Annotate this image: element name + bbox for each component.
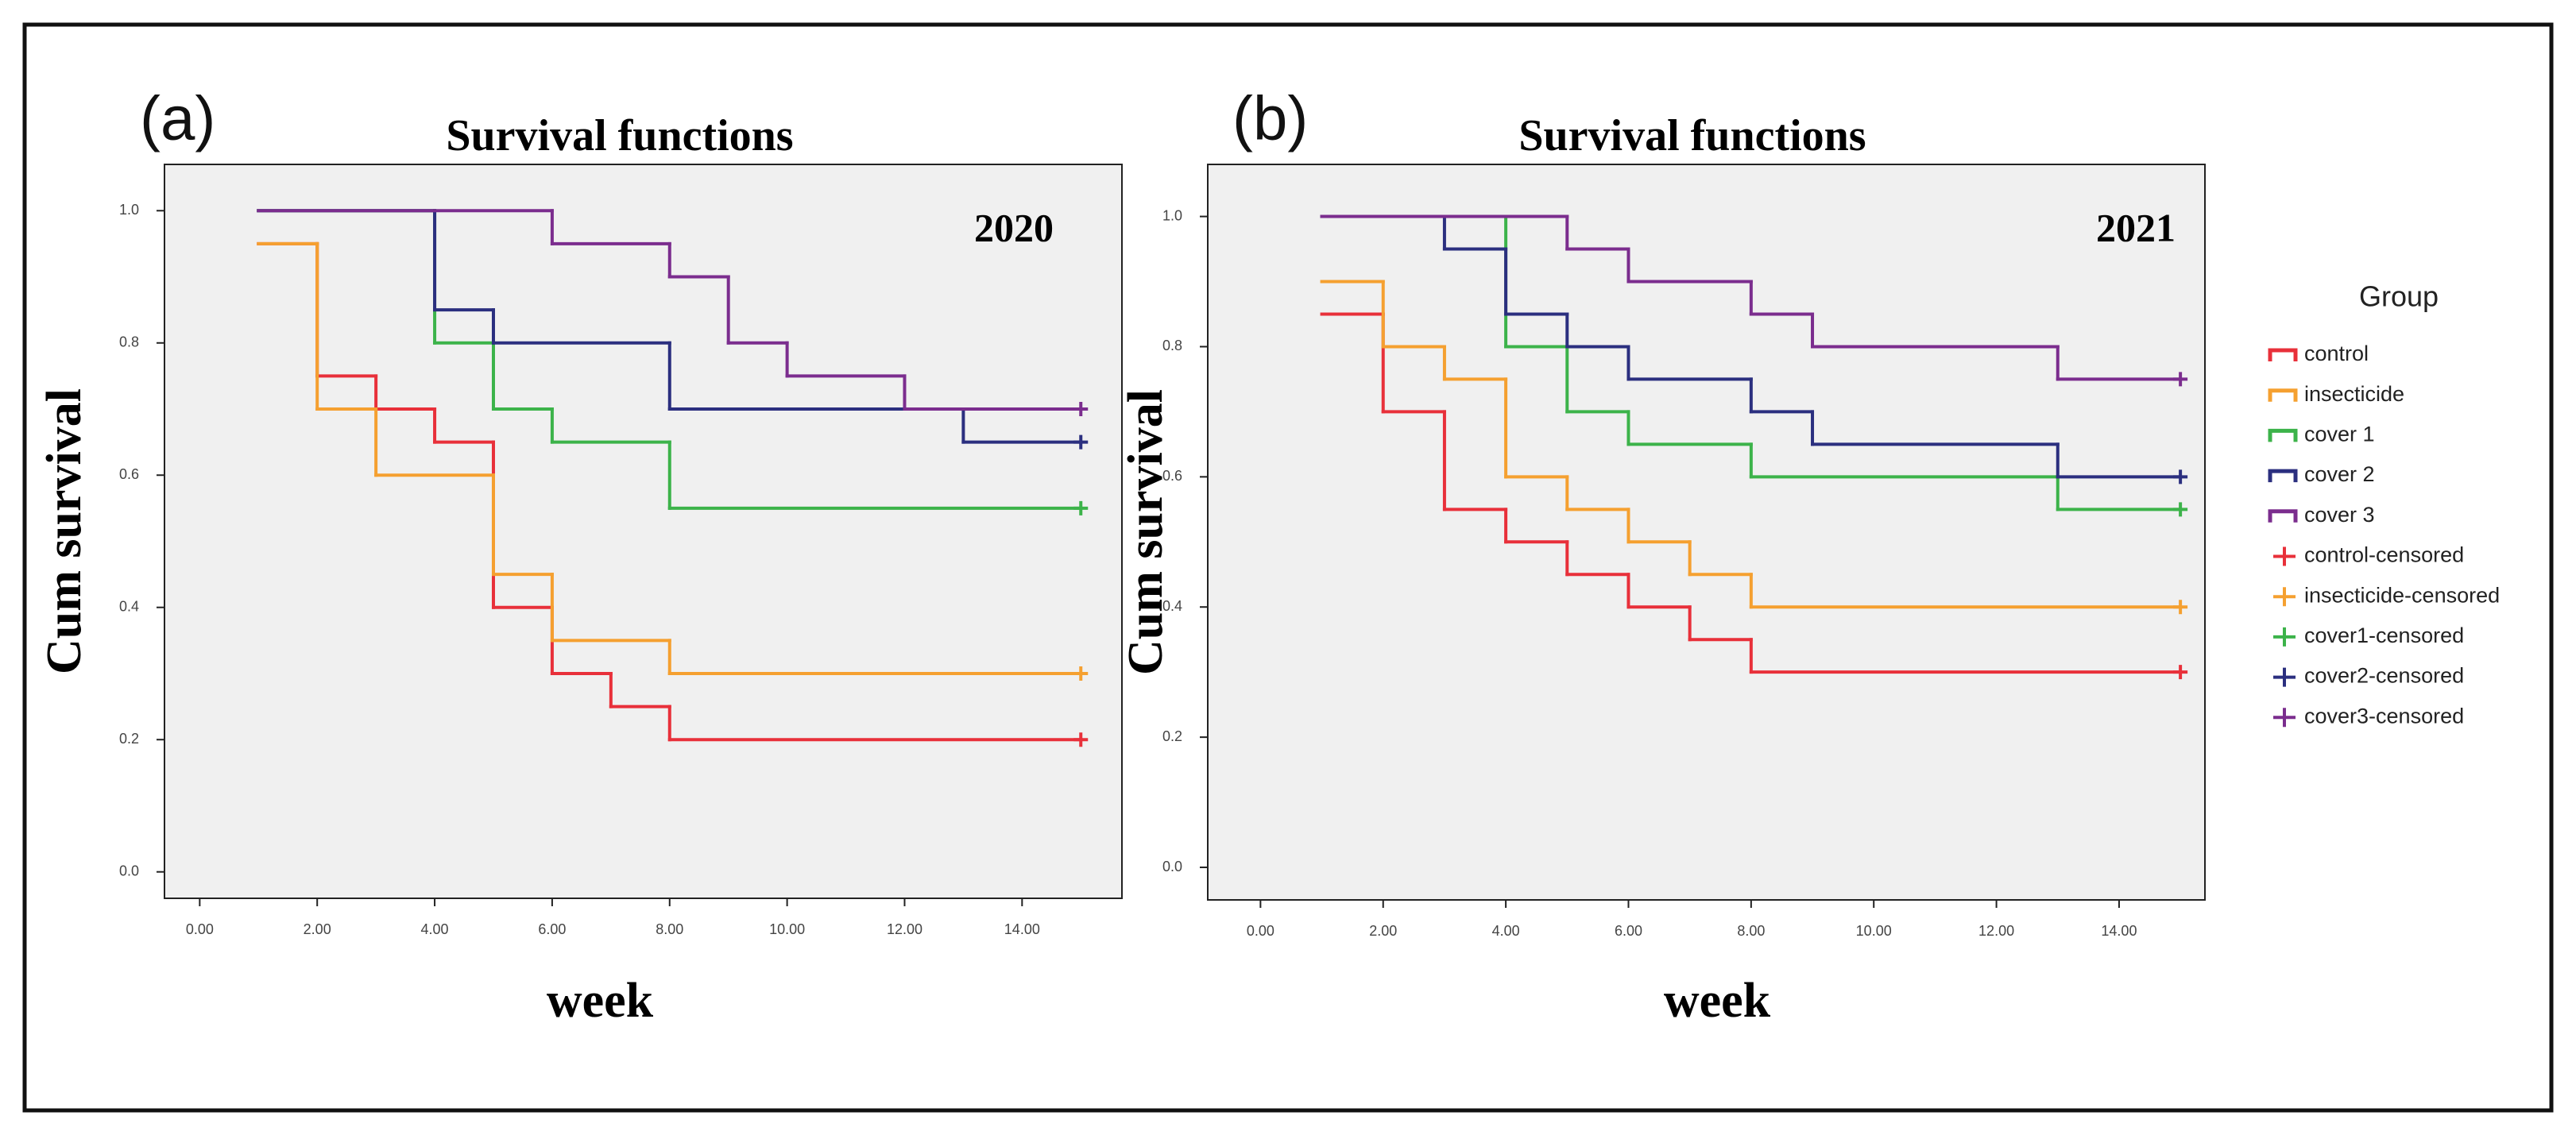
y-tick-label: 0.6 <box>119 466 139 482</box>
x-tick-label: 0.00 <box>186 921 214 937</box>
x-tick-label: 4.00 <box>1492 923 1520 939</box>
legend-swatch <box>2268 348 2298 361</box>
legend-label: control <box>2304 342 2369 365</box>
y-tick-label: 1.0 <box>1162 207 1182 223</box>
plot-area <box>164 164 1123 899</box>
censor-mark <box>2173 372 2188 387</box>
censor-mark <box>1073 732 1089 747</box>
x-tick-label: 2.00 <box>304 921 331 937</box>
censor-mark <box>2173 600 2188 615</box>
legend-swatch <box>2268 469 2298 483</box>
censor-mark <box>2173 469 2188 484</box>
x-tick-label: 8.00 <box>656 921 683 937</box>
legend-swatch <box>2268 388 2298 402</box>
panel-label: (b) <box>1232 83 1308 153</box>
y-tick-label: 0.2 <box>119 731 139 747</box>
legend-label: cover1-censored <box>2304 623 2464 647</box>
censor-mark <box>1073 402 1089 416</box>
x-tick-label: 0.00 <box>1247 923 1274 939</box>
x-tick-label: 8.00 <box>1737 923 1765 939</box>
x-axis-label: week <box>547 974 654 1028</box>
annotation: 2020 <box>974 205 1054 249</box>
frame <box>22 22 2554 1113</box>
x-tick-label: 12.00 <box>1978 923 2014 939</box>
x-tick-label: 6.00 <box>538 921 566 937</box>
y-axis-label: Cum survival <box>37 388 91 674</box>
legend-label: cover3-censored <box>2304 704 2464 728</box>
legend-swatch <box>2273 708 2296 728</box>
y-axis-label: Cum survival <box>1119 389 1173 675</box>
censor-mark <box>1073 666 1089 681</box>
chart-title: Survival functions <box>446 111 793 160</box>
y-tick-label: 0.8 <box>1162 338 1182 353</box>
y-tick-label: 0.0 <box>119 863 139 878</box>
x-axis-label: week <box>1664 974 1771 1028</box>
y-tick-label: 0.0 <box>1162 859 1182 874</box>
censor-mark <box>2173 502 2188 517</box>
legend-label: insecticide-censored <box>2304 583 2500 607</box>
legend-swatch <box>2273 546 2296 566</box>
legend-label: control-censored <box>2304 543 2464 567</box>
y-tick-label: 0.4 <box>1162 598 1182 614</box>
chart-title: Survival functions <box>1518 111 1866 160</box>
x-tick-label: 10.00 <box>769 921 805 937</box>
x-tick-label: 4.00 <box>421 921 449 937</box>
annotation: 2021 <box>2096 205 2176 249</box>
x-tick-label: 6.00 <box>1615 923 1642 939</box>
y-tick-label: 1.0 <box>119 202 139 218</box>
legend-label: cover2-censored <box>2304 664 2464 688</box>
panel-label: (a) <box>140 83 215 153</box>
censor-mark <box>1073 434 1089 450</box>
legend-title: Group <box>2359 280 2439 313</box>
x-tick-label: 12.00 <box>887 921 922 937</box>
legend-label: cover 1 <box>2304 423 2375 446</box>
legend-label: insecticide <box>2304 382 2404 406</box>
y-tick-label: 0.2 <box>1162 728 1182 744</box>
legend-swatch <box>2268 509 2298 523</box>
x-tick-label: 14.00 <box>2101 923 2137 939</box>
x-tick-label: 14.00 <box>1004 921 1040 937</box>
legend-swatch <box>2273 587 2296 607</box>
legend-label: cover 2 <box>2304 462 2375 486</box>
x-tick-label: 2.00 <box>1369 923 1397 939</box>
plot-area <box>1207 164 2206 901</box>
y-tick-label: 0.4 <box>119 598 139 614</box>
x-tick-label: 10.00 <box>1856 923 1892 939</box>
y-tick-label: 0.8 <box>119 334 139 350</box>
legend-swatch <box>2273 627 2296 647</box>
legend-label: cover 3 <box>2304 503 2375 527</box>
legend-swatch <box>2273 667 2296 687</box>
legend-swatch <box>2268 428 2298 442</box>
censor-mark <box>1073 500 1089 515</box>
y-tick-label: 0.6 <box>1162 468 1182 484</box>
censor-mark <box>2173 665 2188 680</box>
